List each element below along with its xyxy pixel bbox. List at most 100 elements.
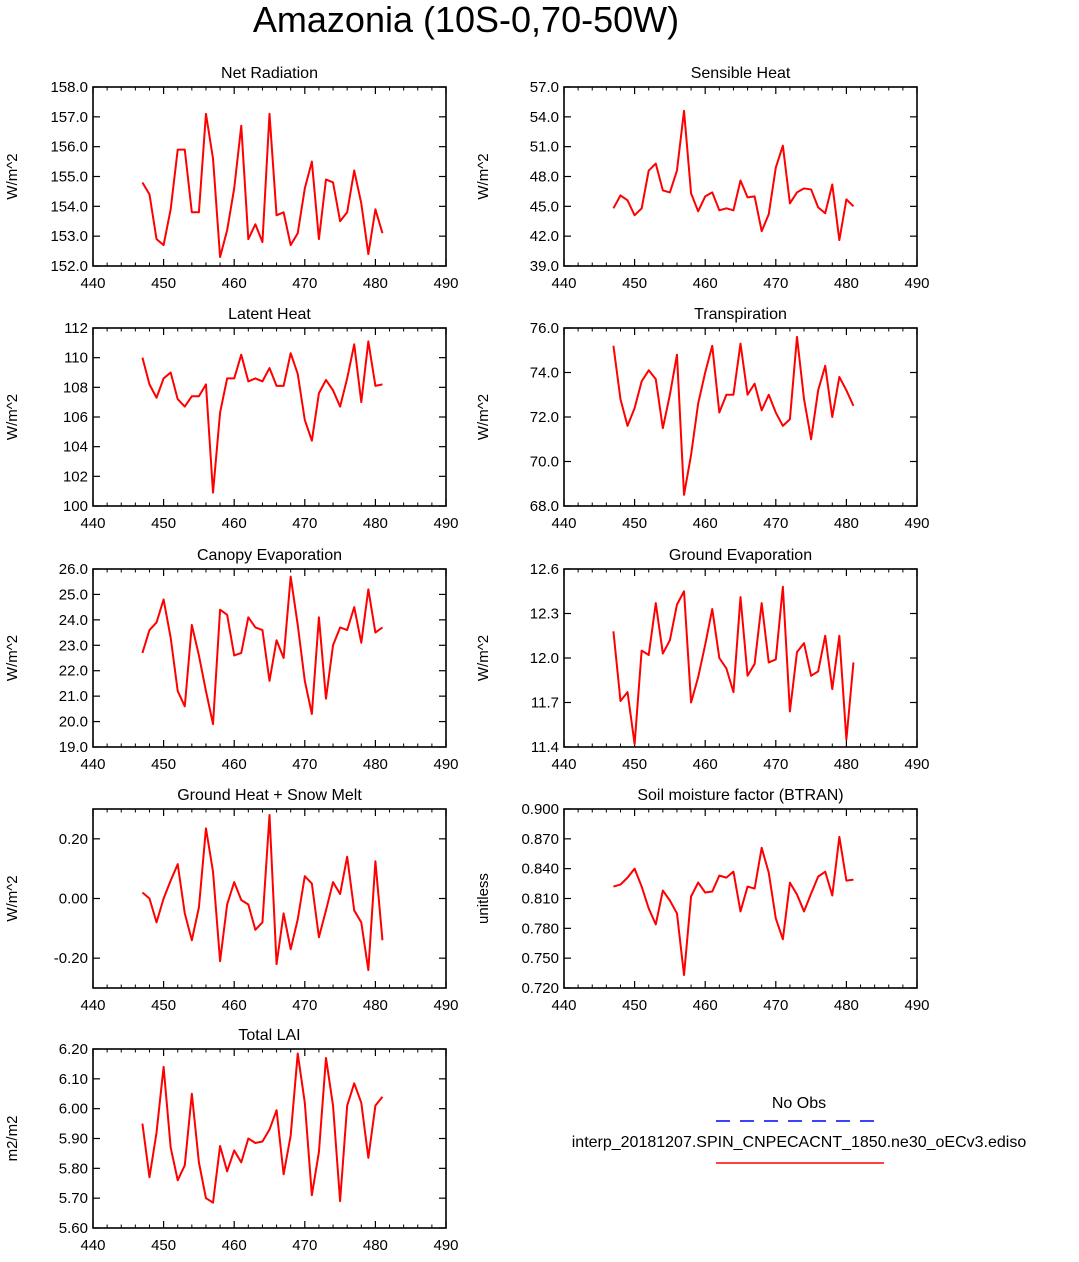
panel-soil-moisture-factor-btran: Soil moisture factor (BTRAN) 440 450 460 470… (475, 787, 930, 1014)
x-tick-label: 450 (151, 997, 176, 1014)
x-tick-label: 490 (433, 756, 458, 773)
x-tick-label: 470 (763, 756, 788, 773)
panel-sensible-heat: Sensible Heat 440 450 460 470 480 490 39.0 42.0 4… (475, 65, 930, 292)
x-tick-label: 470 (292, 756, 317, 773)
y-tick-label: 19.0 (59, 739, 88, 756)
y-tick-label: 39.0 (530, 258, 559, 275)
plot-frame (563, 86, 918, 267)
x-tick-label: 460 (222, 275, 247, 292)
x-tick-label: 470 (763, 275, 788, 292)
y-tick-label: 152.0 (50, 258, 88, 275)
y-tick-label: 51.0 (530, 139, 559, 156)
series-line (612, 585, 855, 746)
x-tick-label: 470 (292, 275, 317, 292)
y-axis-label: W/m^2 (4, 394, 21, 440)
y-tick-label: 102 (63, 468, 88, 485)
x-tick-label: 440 (551, 997, 576, 1014)
y-tick-label: 76.0 (530, 320, 559, 337)
y-tick-label: 0.750 (521, 950, 559, 967)
y-tick-label: 5.80 (59, 1160, 88, 1177)
y-tick-label: 0.00 (59, 891, 88, 908)
y-tick-label: 108 (63, 379, 88, 396)
legend-case-label: interp_20181207.SPIN_CNPECACNT_1850.ne30… (572, 1134, 1027, 1151)
y-tick-label: 26.0 (59, 561, 88, 578)
x-tick-label: 470 (292, 1237, 317, 1254)
y-tick-label: 20.0 (59, 714, 88, 731)
y-tick-label: 25.0 (59, 586, 88, 603)
x-tick-label: 440 (80, 756, 105, 773)
x-tick-label: 490 (904, 756, 929, 773)
panel-title: Ground Evaporation (669, 547, 812, 564)
y-axis-label: W/m^2 (4, 875, 21, 921)
y-axis-label: W/m^2 (4, 635, 21, 681)
x-tick-label: 490 (904, 997, 929, 1014)
x-tick-label: 460 (222, 756, 247, 773)
x-tick-label: 450 (622, 997, 647, 1014)
y-tick-label: 11.7 (531, 695, 559, 712)
y-tick-label: 57.0 (530, 79, 559, 96)
panel-title: Total LAI (238, 1027, 300, 1044)
plot-frame (92, 568, 447, 748)
x-tick-label: 440 (551, 756, 576, 773)
y-tick-label: 155.0 (50, 169, 88, 186)
panel-title: Latent Heat (228, 306, 311, 323)
y-tick-label: 6.00 (59, 1101, 88, 1118)
y-tick-label: 100 (63, 498, 88, 515)
x-tick-label: 460 (222, 997, 247, 1014)
y-tick-label: 11.4 (531, 739, 559, 756)
series-line (613, 835, 854, 977)
series-line (141, 340, 383, 494)
panel-title: Canopy Evaporation (197, 547, 342, 564)
y-tick-label: 72.0 (530, 409, 559, 426)
panel-net-radiation: Net Radiation 440 450 460 470 480 490 152.0 153.… (4, 65, 459, 292)
panel-ground-evaporation: Ground Evaporation 440 450 460 470 480 490 11.4… (475, 547, 930, 773)
y-tick-label: 48.0 (530, 169, 559, 186)
y-tick-label: 6.10 (59, 1071, 88, 1088)
panel-ground-heat-snow-melt: Ground Heat + Snow Melt 440 450 460 470 480 49… (4, 787, 459, 1014)
x-tick-label: 460 (693, 756, 718, 773)
panel-title: Soil moisture factor (BTRAN) (637, 787, 843, 804)
x-tick-label: 450 (622, 515, 647, 532)
y-tick-label: 0.780 (521, 920, 559, 937)
x-tick-label: 450 (622, 275, 647, 292)
y-tick-label: 110 (64, 350, 88, 367)
y-tick-label: 5.70 (59, 1190, 88, 1207)
panel-title: Transpiration (694, 306, 787, 323)
y-tick-label: 45.0 (530, 198, 559, 215)
x-tick-label: 450 (151, 756, 176, 773)
y-tick-label: 12.3 (530, 606, 559, 623)
y-tick-label: 157.0 (50, 109, 88, 126)
x-tick-label: 450 (151, 515, 176, 532)
x-tick-label: 470 (292, 515, 317, 532)
y-tick-label: 0.840 (521, 861, 559, 878)
y-tick-label: 22.0 (59, 663, 88, 680)
x-tick-label: 460 (693, 515, 718, 532)
x-tick-label: 450 (151, 275, 176, 292)
y-axis-label: unitless (475, 873, 492, 924)
y-tick-label: 154.0 (50, 198, 88, 215)
x-tick-label: 460 (222, 1237, 247, 1254)
x-tick-label: 470 (763, 997, 788, 1014)
series-line (141, 813, 384, 972)
panel-latent-heat: Latent Heat 440 450 460 470 480 490 100 102 104 10… (4, 306, 459, 532)
x-tick-label: 440 (551, 515, 576, 532)
x-tick-label: 440 (80, 1237, 105, 1254)
y-tick-label: 106 (63, 409, 88, 426)
y-tick-label: 0.870 (521, 831, 559, 848)
x-tick-label: 440 (551, 275, 576, 292)
legend: No Obs interp_20181207.SPIN_CNPECACNT_18… (572, 1095, 1027, 1164)
panel-total-lai: Total LAI 440 450 460 470 480 490 5.60 5.70 5.80 5… (4, 1027, 459, 1254)
x-tick-label: 490 (433, 997, 458, 1014)
plot-frame (563, 808, 918, 989)
x-tick-label: 460 (693, 275, 718, 292)
series-line (141, 575, 384, 726)
panel-title: Ground Heat + Snow Melt (177, 787, 362, 804)
legend-obs-label: No Obs (772, 1095, 826, 1112)
x-tick-label: 470 (763, 515, 788, 532)
x-tick-label: 490 (433, 275, 458, 292)
y-axis-label: m2/m2 (4, 1116, 21, 1162)
panel-canopy-evaporation: Canopy Evaporation 440 450 460 470 480 490 19.0… (4, 547, 459, 773)
plot-frame (563, 327, 918, 507)
y-axis-label: W/m^2 (475, 635, 492, 681)
x-tick-label: 460 (693, 997, 718, 1014)
